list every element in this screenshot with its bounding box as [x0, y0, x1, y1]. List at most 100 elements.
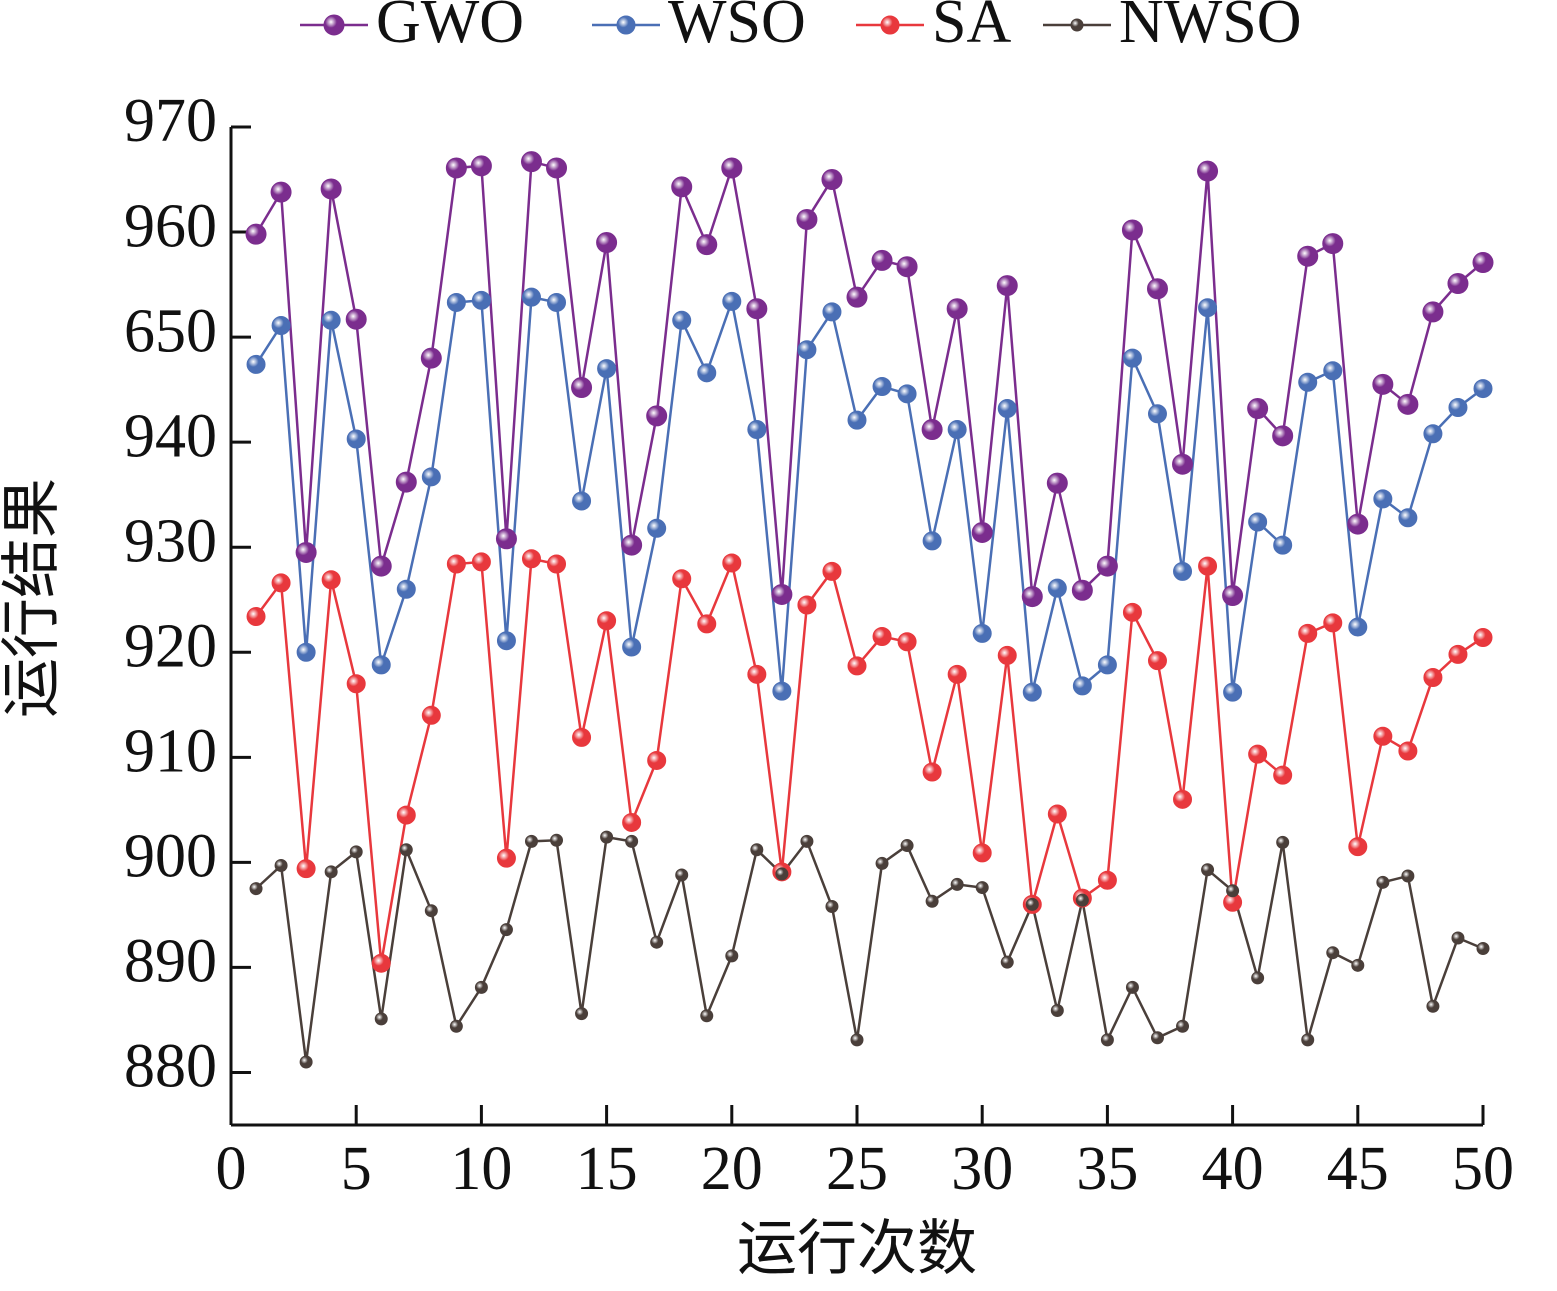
data-point [622, 637, 642, 657]
data-point [1398, 741, 1418, 761]
data-point [696, 234, 718, 256]
data-point [872, 376, 892, 396]
data-point [271, 316, 291, 336]
data-point [621, 534, 643, 556]
y-tick-label: 940 [124, 402, 217, 470]
data-point [1326, 946, 1340, 960]
data-point [246, 354, 266, 374]
data-point [1373, 489, 1393, 509]
data-point [1150, 1031, 1164, 1045]
data-point [1473, 628, 1493, 648]
data-point [647, 518, 667, 538]
data-point [524, 834, 538, 848]
data-point [1447, 273, 1469, 295]
data-point [1248, 744, 1268, 764]
data-point [1122, 602, 1142, 622]
data-point [1223, 682, 1243, 702]
data-point [597, 611, 617, 631]
y-tick-label: 650 [124, 297, 217, 365]
data-point [499, 923, 513, 937]
data-point [1146, 278, 1168, 300]
data-point [1075, 893, 1089, 907]
data-point [822, 561, 842, 581]
data-point [471, 290, 491, 310]
x-tick-label: 0 [216, 1135, 247, 1203]
data-point [346, 429, 366, 449]
data-point [997, 399, 1017, 419]
data-point [299, 1055, 313, 1069]
data-point [822, 302, 842, 322]
x-tick-label: 30 [951, 1135, 1013, 1203]
x-tick-label: 10 [450, 1135, 512, 1203]
data-point [547, 554, 567, 574]
data-point [1125, 980, 1139, 994]
data-point [1222, 585, 1244, 607]
data-point [345, 308, 367, 330]
data-point [675, 868, 689, 882]
data-point [1173, 561, 1193, 581]
data-point [396, 805, 416, 825]
data-point [597, 359, 617, 379]
data-point [746, 298, 768, 320]
data-point [947, 420, 967, 440]
x-tick-label: 45 [1327, 1135, 1389, 1203]
data-point [1047, 578, 1067, 598]
data-point [1423, 424, 1443, 444]
data-point [1247, 398, 1269, 420]
data-point [1226, 884, 1240, 898]
data-point [1373, 726, 1393, 746]
data-point [249, 882, 263, 896]
data-point [1322, 233, 1344, 255]
data-point [1273, 535, 1293, 555]
data-point [796, 208, 818, 230]
data-point [947, 664, 967, 684]
data-point [547, 292, 567, 312]
data-point [374, 1012, 388, 1026]
data-point [925, 894, 939, 908]
legend-marker [323, 14, 345, 36]
data-point [1298, 372, 1318, 392]
data-point [821, 169, 843, 191]
data-point [771, 583, 793, 605]
series-line [255, 557, 1484, 964]
data-point [1323, 361, 1343, 381]
data-point [1050, 1003, 1064, 1017]
data-point [1021, 586, 1043, 608]
data-point [725, 949, 739, 963]
data-point [721, 157, 743, 179]
x-tick-label: 20 [701, 1135, 763, 1203]
data-point [1476, 942, 1490, 956]
y-tick-label: 920 [124, 612, 217, 680]
y-axis-title: 运行结果 [0, 478, 65, 718]
data-point [470, 155, 492, 177]
data-point [496, 848, 516, 868]
data-point [446, 554, 466, 574]
data-point [896, 256, 918, 278]
x-tick-label: 35 [1076, 1135, 1138, 1203]
data-point [871, 249, 893, 271]
data-point [672, 569, 692, 589]
data-point [1097, 870, 1117, 890]
data-point [421, 467, 441, 487]
data-point [772, 681, 792, 701]
data-point [921, 419, 943, 441]
data-point [1147, 651, 1167, 671]
data-point [596, 232, 618, 254]
data-point [1401, 869, 1415, 883]
data-point [1347, 513, 1369, 535]
x-tick-label: 5 [341, 1135, 372, 1203]
data-point [474, 980, 488, 994]
data-point [1096, 555, 1118, 577]
data-point [520, 151, 542, 173]
data-point [571, 377, 593, 399]
data-point [1372, 373, 1394, 395]
x-tick-label: 50 [1452, 1135, 1514, 1203]
data-point [371, 655, 391, 675]
data-point [321, 570, 341, 590]
data-point [800, 834, 814, 848]
data-point [1122, 348, 1142, 368]
data-point [671, 176, 693, 198]
data-point [747, 420, 767, 440]
data-point [697, 363, 717, 383]
